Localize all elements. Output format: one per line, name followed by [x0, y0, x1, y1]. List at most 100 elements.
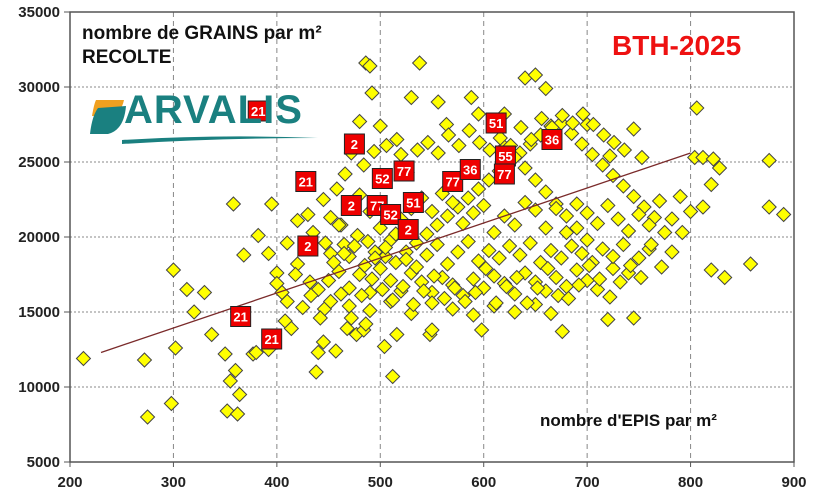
- data-point-diamond: [553, 250, 569, 266]
- data-point-diamond: [279, 235, 295, 251]
- data-point-diamond: [523, 131, 539, 148]
- data-point-diamond: [424, 295, 440, 311]
- data-point-diamond: [548, 269, 564, 286]
- data-point-diamond: [589, 281, 606, 298]
- y-tick-label: 5000: [27, 454, 60, 471]
- data-point-diamond: [519, 295, 535, 311]
- data-point-diamond: [287, 266, 304, 283]
- data-point-diamond: [538, 184, 554, 200]
- data-point-diamond: [403, 89, 420, 106]
- data-point-diamond: [761, 199, 777, 215]
- highlight-marker: [459, 159, 481, 180]
- data-point-diamond: [303, 287, 319, 304]
- highlight-marker: [397, 219, 419, 240]
- trendline: [100, 152, 691, 354]
- data-point-diamond: [716, 269, 733, 286]
- data-point-diamond: [470, 253, 487, 269]
- data-point-diamond: [310, 344, 326, 361]
- highlight-label: 2: [351, 137, 358, 152]
- highlight-label: 21: [251, 104, 265, 119]
- data-point-diamond: [616, 142, 633, 158]
- data-point-diamond: [581, 257, 597, 274]
- data-point-diamond: [229, 406, 246, 422]
- highlight-marker: [340, 195, 362, 216]
- data-point-diamond: [579, 205, 595, 221]
- data-point-diamond: [411, 55, 428, 71]
- data-point-diamond: [203, 326, 220, 343]
- data-point-diamond: [289, 212, 306, 229]
- data-point-diamond: [269, 275, 285, 292]
- data-points: [75, 55, 792, 425]
- data-point-diamond: [225, 196, 242, 212]
- highlight-point: 52: [380, 204, 402, 225]
- data-point-diamond: [186, 304, 202, 320]
- data-point-diamond: [426, 268, 442, 284]
- highlight-point: 36: [459, 159, 481, 180]
- data-point-diamond: [440, 127, 457, 143]
- data-point-diamond: [486, 268, 502, 284]
- data-point-diamond: [569, 262, 585, 278]
- data-point-diamond: [429, 236, 445, 253]
- data-point-diamond: [333, 286, 349, 302]
- highlight-label: 77: [445, 175, 459, 190]
- data-point-diamond: [136, 352, 153, 368]
- data-point-diamond: [283, 320, 300, 337]
- highlight-marker: [230, 306, 252, 327]
- x-tick-label: 200: [57, 474, 82, 491]
- data-point-diamond: [436, 290, 453, 307]
- data-point-diamond: [612, 274, 628, 290]
- data-point-diamond: [554, 323, 571, 340]
- highlight-point: 77: [442, 171, 464, 192]
- x-tick-label: 800: [678, 474, 703, 491]
- data-point-diamond: [430, 145, 446, 161]
- data-point-diamond: [366, 143, 382, 160]
- highlight-label: 36: [545, 133, 559, 148]
- data-point-diamond: [328, 343, 344, 359]
- data-point-diamond: [513, 119, 529, 136]
- data-point-diamond: [595, 127, 612, 143]
- data-point-diamond: [575, 106, 591, 122]
- data-point-diamond: [75, 350, 92, 367]
- data-point-diamond: [351, 113, 368, 130]
- x-tick-label: 600: [471, 474, 496, 491]
- data-point-diamond: [605, 167, 621, 184]
- data-point-diamond: [664, 244, 680, 260]
- data-point-diamond: [651, 193, 668, 209]
- trendline-path: [100, 152, 691, 354]
- data-point-diamond: [633, 269, 649, 286]
- data-point-diamond: [315, 334, 332, 350]
- data-point-diamond: [605, 248, 621, 265]
- x-axis-ticks: 200 300 400 500 600 700 800 900: [57, 462, 807, 491]
- data-point-diamond: [364, 271, 380, 287]
- data-point-diamond: [300, 206, 316, 223]
- data-point-diamond: [322, 209, 339, 226]
- y-tick-label: 10000: [18, 379, 60, 396]
- highlight-point: 2: [340, 195, 362, 216]
- data-point-diamond: [358, 316, 374, 332]
- data-point-diamond: [507, 304, 523, 320]
- highlight-label: 77: [497, 167, 511, 182]
- data-point-diamond: [465, 205, 482, 221]
- data-point-diamond: [543, 305, 559, 322]
- data-point-diamond: [498, 278, 515, 295]
- data-point-diamond: [439, 256, 456, 272]
- x-tick-label: 700: [575, 474, 600, 491]
- data-point-diamond: [457, 293, 473, 310]
- data-point-diamond: [329, 181, 345, 197]
- highlight-label: 21: [264, 332, 278, 347]
- data-point-diamond: [742, 256, 759, 272]
- x-tick-label: 500: [368, 474, 393, 491]
- data-point-diamond: [356, 157, 372, 173]
- data-point-diamond: [711, 160, 728, 176]
- highlight-marker: [343, 133, 365, 155]
- data-point-diamond: [196, 284, 213, 301]
- highlight-label: 51: [406, 196, 420, 211]
- data-point-diamond: [353, 287, 370, 304]
- data-point-diamond: [430, 94, 446, 110]
- data-point-diamond: [444, 301, 461, 317]
- data-point-diamond: [227, 362, 244, 379]
- data-point-diamond: [481, 172, 497, 188]
- highlight-label: 55: [498, 149, 512, 164]
- data-point-diamond: [703, 262, 719, 278]
- data-point-diamond: [424, 322, 440, 338]
